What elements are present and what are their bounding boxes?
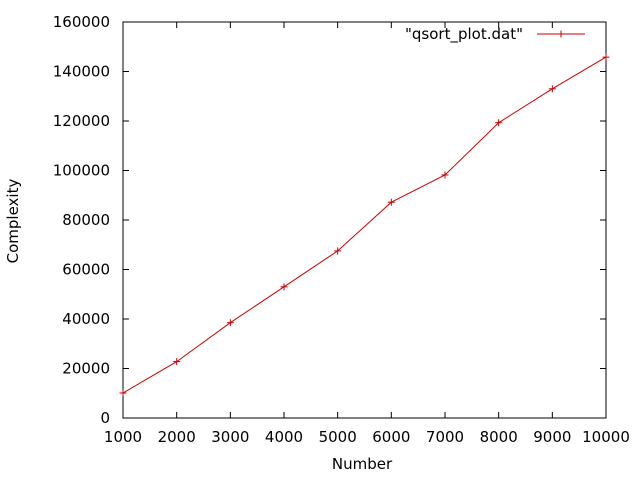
plot-frame xyxy=(122,21,607,419)
data-point-marker xyxy=(173,358,181,366)
y-tick-labels: 0 20000 40000 60000 80000 100000 120000 140000 1… xyxy=(53,13,110,427)
x-tick-label: 10000 xyxy=(582,428,630,446)
x-tick-label: 6000 xyxy=(372,428,410,446)
x-tick-label: 8000 xyxy=(480,428,518,446)
x-tick-labels: 1000 2000 3000 4000 5000 6000 7000 8000 9000 1000… xyxy=(104,428,630,446)
y-tick-label: 100000 xyxy=(53,162,110,180)
x-tick-label: 9000 xyxy=(533,428,571,446)
y-tick-label: 0 xyxy=(100,409,110,427)
y-tick-label: 80000 xyxy=(62,211,110,229)
y-tick-label: 20000 xyxy=(62,360,110,378)
x-tick-label: 1000 xyxy=(104,428,142,446)
data-point-marker xyxy=(280,283,288,291)
y-tick-label: 120000 xyxy=(53,112,110,130)
axis-ticks xyxy=(122,21,607,419)
x-axis-label: Number xyxy=(332,455,393,473)
series-line xyxy=(122,56,607,394)
y-tick-label: 140000 xyxy=(53,63,110,81)
series-layer xyxy=(119,53,610,397)
legend: "qsort_plot.dat" xyxy=(405,25,585,44)
data-point-marker xyxy=(441,171,449,179)
x-tick-label: 3000 xyxy=(211,428,249,446)
y-axis-label: Complexity xyxy=(4,179,22,264)
data-point-marker xyxy=(119,389,127,397)
data-point-marker xyxy=(495,119,503,127)
legend-marker xyxy=(557,30,565,38)
x-tick-label: 5000 xyxy=(319,428,357,446)
data-point-marker xyxy=(226,319,234,327)
y-tick-label: 40000 xyxy=(62,310,110,328)
x-tick-label: 7000 xyxy=(426,428,464,446)
x-tick-label: 2000 xyxy=(158,428,196,446)
data-point-marker xyxy=(387,198,395,206)
data-point-marker xyxy=(548,85,556,93)
legend-label: "qsort_plot.dat" xyxy=(405,25,523,44)
x-tick-label: 4000 xyxy=(265,428,303,446)
y-tick-label: 160000 xyxy=(53,13,110,31)
y-tick-label: 60000 xyxy=(62,261,110,279)
data-point-marker xyxy=(602,53,610,61)
data-point-marker xyxy=(334,247,342,255)
